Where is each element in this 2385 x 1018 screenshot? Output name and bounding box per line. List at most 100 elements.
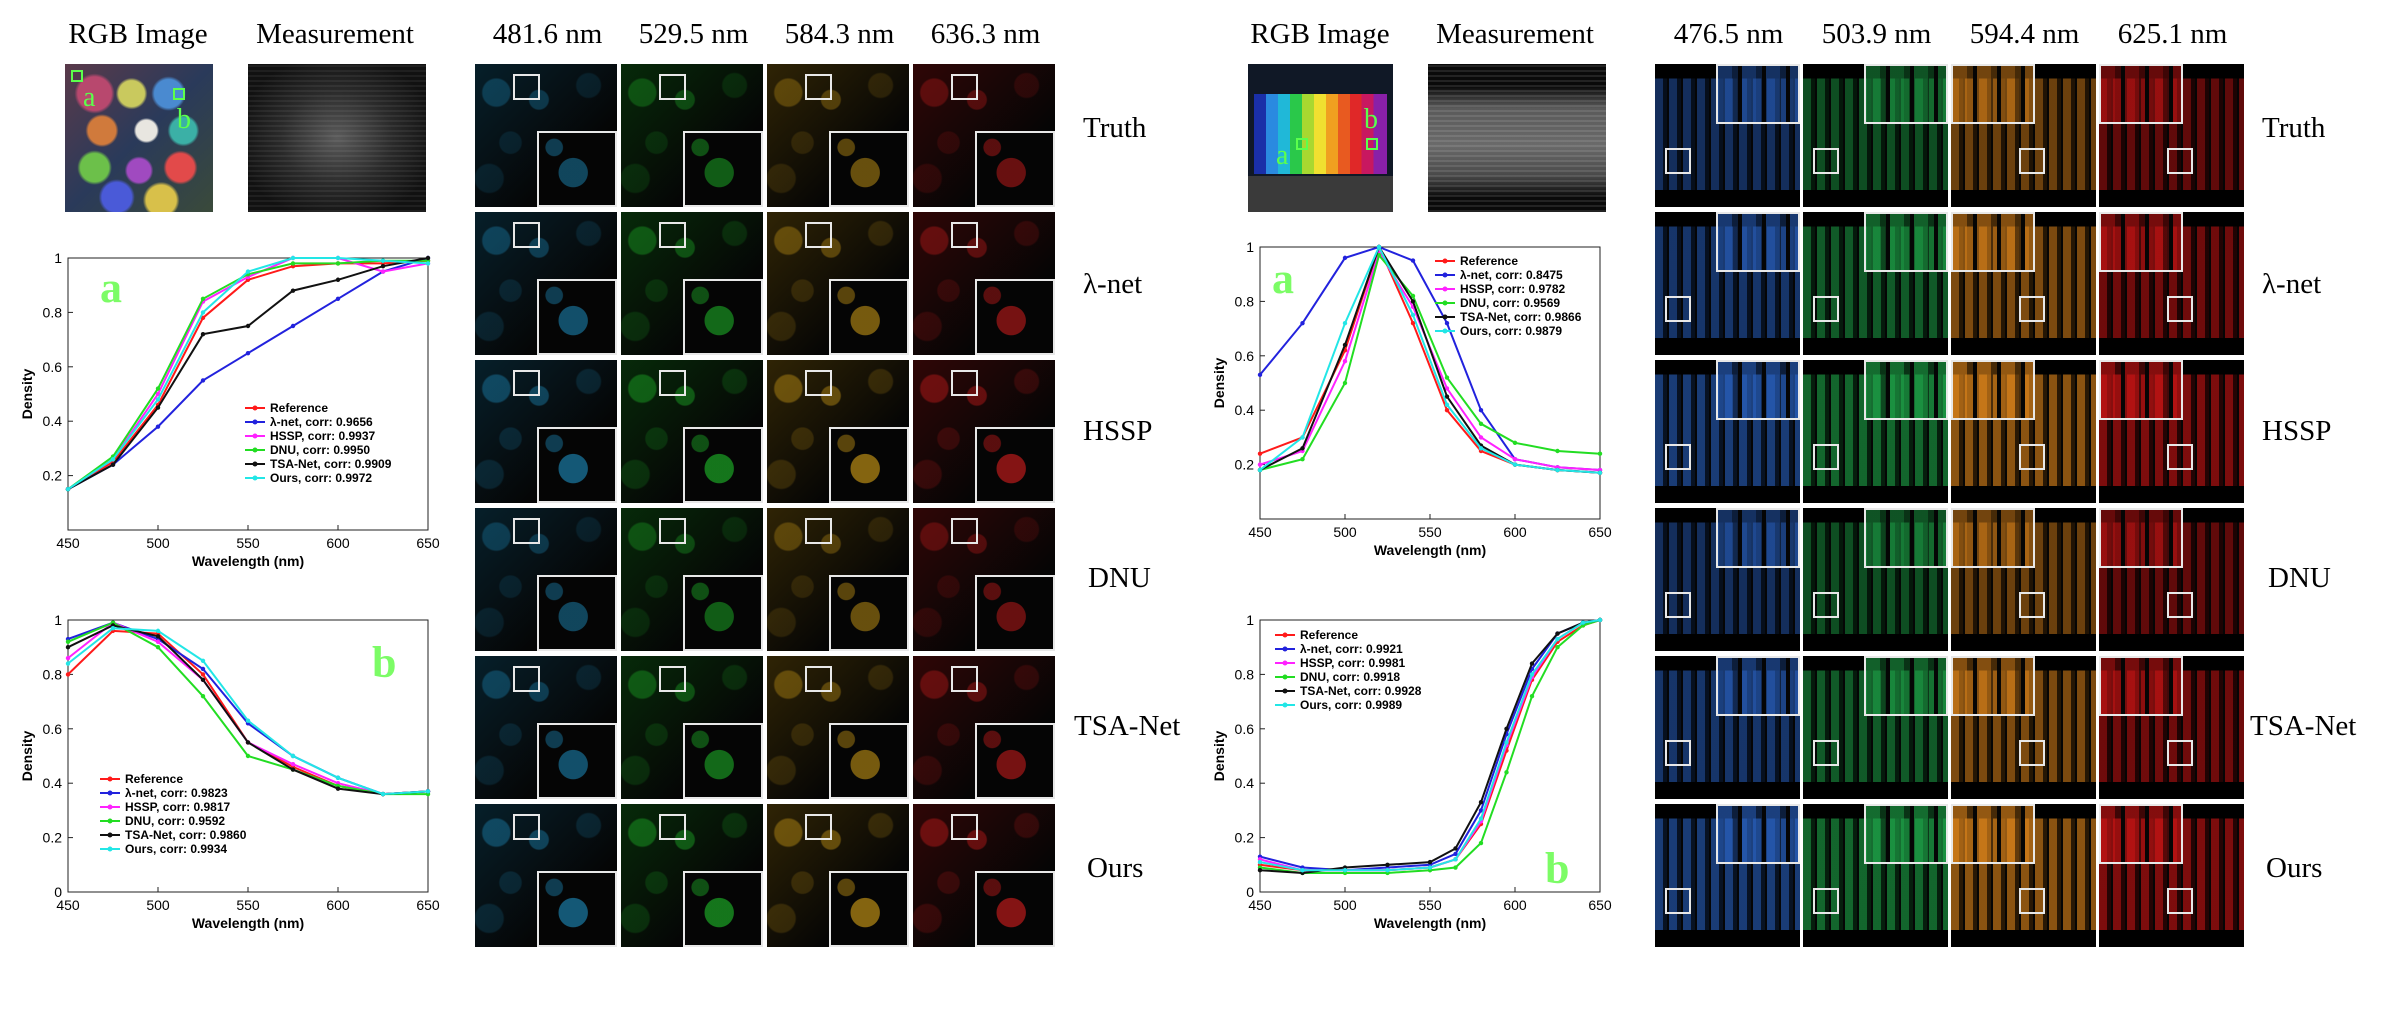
zoom-region-box: [2019, 444, 2045, 470]
series-line: [1259, 619, 1601, 875]
y-tick-label: 0.4: [1235, 402, 1255, 418]
header-rgb-image-left: RGB Image: [68, 18, 208, 50]
panel-letter: a: [100, 263, 122, 312]
y-axis-label: Density: [19, 731, 35, 782]
zoom-region-box: [2167, 740, 2193, 766]
header-measurement-right: Measurement: [1436, 18, 1594, 50]
zoom-region-box: [1665, 888, 1691, 914]
zoom-region-box: [1665, 592, 1691, 618]
data-point: [1257, 451, 1263, 456]
y-tick-label: 0.6: [1235, 721, 1255, 737]
x-tick-label: 650: [1588, 897, 1612, 913]
data-point: [155, 424, 161, 429]
row-label-truth-right: Truth: [2262, 112, 2326, 144]
data-point: [290, 753, 296, 759]
recon-tile: [621, 212, 763, 355]
marker-label-a-left: a: [83, 82, 96, 113]
zoom-inset: [683, 131, 763, 207]
legend-marker: [1442, 328, 1448, 334]
legend-entry: DNU, corr: 0.9592: [125, 814, 225, 828]
row-label-truth-left: Truth: [1083, 112, 1147, 144]
zoom-region-box: [2167, 888, 2193, 914]
zoom-region-box: [1665, 148, 1691, 174]
data-point: [155, 386, 161, 391]
data-point: [200, 378, 206, 383]
zoom-inset: [1715, 508, 1800, 569]
data-point: [155, 628, 161, 634]
data-point: [1444, 408, 1450, 413]
data-point: [1444, 386, 1450, 391]
recon-tile: [1951, 804, 2096, 947]
spectral-chart-b-right: 450 500 550 600 650 0 0.2 0.4 0.6 0.8 1 Wavelength …: [1211, 612, 1612, 931]
recon-tile: [767, 804, 909, 947]
recon-tile: [913, 508, 1055, 651]
zoom-inset: [975, 575, 1055, 651]
data-point: [380, 258, 386, 263]
data-point: [1410, 299, 1416, 304]
legend-marker: [252, 475, 258, 481]
y-axis-label: Density: [1211, 731, 1227, 782]
zoom-region-box: [951, 518, 978, 544]
data-point: [1427, 865, 1433, 870]
tile-image: [1951, 508, 2096, 651]
zoom-region-box: [2019, 296, 2045, 322]
x-axis-label: Wavelength (nm): [1374, 542, 1486, 558]
zoom-region-box: [659, 666, 686, 692]
data-point: [245, 718, 251, 723]
zoom-inset: [975, 723, 1055, 799]
row-label-ours-right: Ours: [2266, 852, 2323, 884]
legend-marker: [1442, 300, 1448, 306]
legend-marker: [1282, 646, 1288, 652]
data-point: [335, 255, 341, 261]
legend-entry: λ-net, corr: 0.9823: [125, 786, 228, 800]
zoom-region-box: [2167, 148, 2193, 174]
legend-marker: [252, 433, 258, 439]
zoom-region-box: [805, 666, 832, 692]
recon-tile: [1951, 508, 2096, 651]
zoom-inset: [1863, 360, 1948, 421]
y-tick-label: 0.8: [43, 304, 63, 320]
data-point: [1504, 770, 1509, 775]
recon-tile: [475, 64, 617, 207]
data-point: [1300, 435, 1305, 440]
data-point: [290, 261, 296, 266]
header-band-4-left: 636.3 nm: [930, 18, 1041, 50]
data-point: [1512, 440, 1518, 446]
zoom-inset: [1863, 804, 1948, 865]
data-point: [110, 457, 116, 462]
x-tick-label: 600: [1503, 897, 1527, 913]
legend-entry: Ours, corr: 0.9934: [125, 842, 227, 856]
header-band-2-right: 503.9 nm: [1821, 18, 1932, 50]
recon-tile: [2099, 212, 2244, 355]
legend-marker: [252, 461, 258, 467]
row-label-dnu-right: DNU: [2268, 562, 2331, 594]
zoom-inset: [829, 871, 909, 947]
legend-marker: [107, 804, 113, 810]
x-axis-label: Wavelength (nm): [1374, 915, 1486, 931]
zoom-region-box: [805, 518, 832, 544]
data-point: [425, 255, 431, 261]
y-tick-label: 0.2: [1235, 830, 1255, 846]
zoom-region-box: [1813, 148, 1839, 174]
zoom-region-box: [1665, 444, 1691, 470]
zoom-region-box: [951, 370, 978, 396]
legend-entry: DNU, corr: 0.9950: [270, 443, 370, 457]
y-tick-label: 1: [54, 612, 62, 628]
data-point: [335, 775, 341, 780]
y-tick-label: 0.2: [43, 830, 63, 846]
legend-marker: [1282, 688, 1288, 694]
recon-tile: [1655, 64, 1800, 207]
recon-tile: [475, 508, 617, 651]
data-point: [1478, 408, 1484, 413]
data-point: [1300, 456, 1305, 462]
data-point: [200, 315, 206, 321]
data-point: [1504, 740, 1509, 745]
zoom-inset: [829, 279, 909, 355]
data-point: [1300, 446, 1305, 451]
zoom-region-box: [805, 74, 832, 100]
zoom-region-box: [659, 814, 686, 840]
zoom-inset: [537, 279, 617, 355]
zoom-region-box: [951, 74, 978, 100]
legend-marker: [107, 846, 113, 852]
data-point: [1376, 244, 1382, 250]
